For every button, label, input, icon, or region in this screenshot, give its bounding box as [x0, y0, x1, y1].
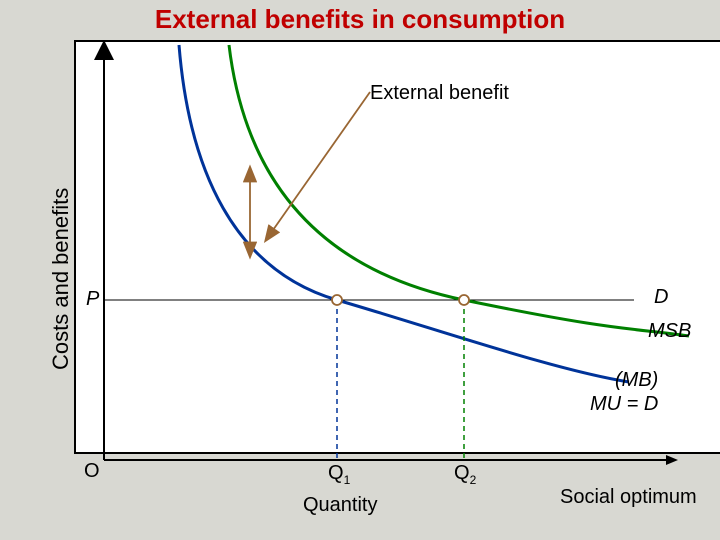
- q1-label: Q1: [328, 462, 350, 487]
- q2-label: Q2: [454, 462, 476, 487]
- chart-title: External benefits in consumption: [0, 4, 720, 35]
- q2-marker: [459, 295, 469, 305]
- y-axis-label: Costs and benefits: [48, 188, 74, 370]
- plot-svg: [74, 40, 720, 540]
- annotation-arrow: [266, 92, 370, 240]
- d-label: D: [654, 286, 668, 309]
- external-benefit-label: External benefit: [370, 82, 509, 105]
- mb-mu-label: (MB) MU = D: [590, 368, 658, 416]
- origin-label: O: [84, 460, 100, 483]
- q1-marker: [332, 295, 342, 305]
- social-optimum-label: Social optimum: [560, 486, 697, 509]
- x-axis-label: Quantity: [303, 494, 377, 517]
- msb-label: MSB: [648, 320, 691, 343]
- price-label: P: [86, 288, 99, 311]
